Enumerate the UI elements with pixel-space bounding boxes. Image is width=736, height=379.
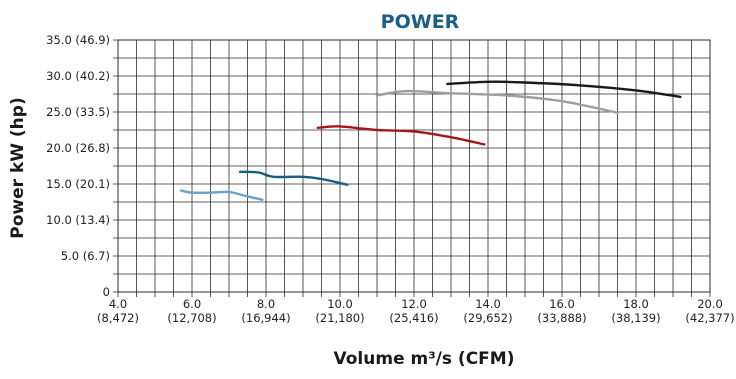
y-tick-label: 30.0 (40.2): [46, 69, 110, 83]
y-tick-label: 0: [103, 285, 110, 299]
series-line-3: [316, 125, 486, 146]
y-tick-label: 15.0 (20.1): [46, 177, 110, 191]
x-axis-title: Volume m³/s (CFM): [334, 349, 515, 369]
x-tick-label: 10.0: [327, 297, 353, 311]
y-tick-label: 5.0 (6.7): [61, 249, 110, 263]
x-tick-sublabel: (21,180): [315, 311, 364, 325]
x-tick-label: 6.0: [183, 297, 201, 311]
x-tick-sublabel: (16,944): [241, 311, 290, 325]
x-tick-label: 4.0: [109, 297, 127, 311]
series-line-2: [238, 170, 349, 186]
x-tick-sublabel: (42,377): [685, 311, 734, 325]
grid: [113, 39, 711, 297]
y-tick-label: 10.0 (13.4): [46, 213, 110, 227]
chart-title: POWER: [381, 11, 460, 33]
x-tick-label: 20.0: [697, 297, 723, 311]
y-axis-title: Power kW (hp): [8, 97, 28, 238]
x-tick-label: 18.0: [623, 297, 649, 311]
x-tick-sublabel: (38,139): [611, 311, 660, 325]
x-tick-sublabel: (33,888): [537, 311, 586, 325]
series-group: [179, 80, 682, 201]
y-tick-label: 25.0 (33.5): [46, 105, 110, 119]
tick-labels: 0 5.0 (6.7) 10.0 (13.4) 15.0 (20.1) 20.0 (26…: [46, 33, 734, 325]
x-tick-sublabel: (29,652): [463, 311, 512, 325]
y-tick-label: 35.0 (46.9): [46, 33, 110, 47]
plot-frame: [117, 39, 711, 293]
x-tick-sublabel: (8,472): [97, 311, 139, 325]
x-tick-label: 12.0: [401, 297, 427, 311]
series-line-1: [179, 189, 264, 201]
x-tick-sublabel: (12,708): [167, 311, 216, 325]
x-tick-sublabel: (25,416): [389, 311, 438, 325]
series-line-4: [375, 89, 619, 114]
y-tick-label: 20.0 (26.8): [46, 141, 110, 155]
series-line-5: [446, 80, 682, 99]
x-tick-label: 8.0: [257, 297, 275, 311]
x-tick-label: 16.0: [549, 297, 575, 311]
x-tick-label: 14.0: [475, 297, 501, 311]
